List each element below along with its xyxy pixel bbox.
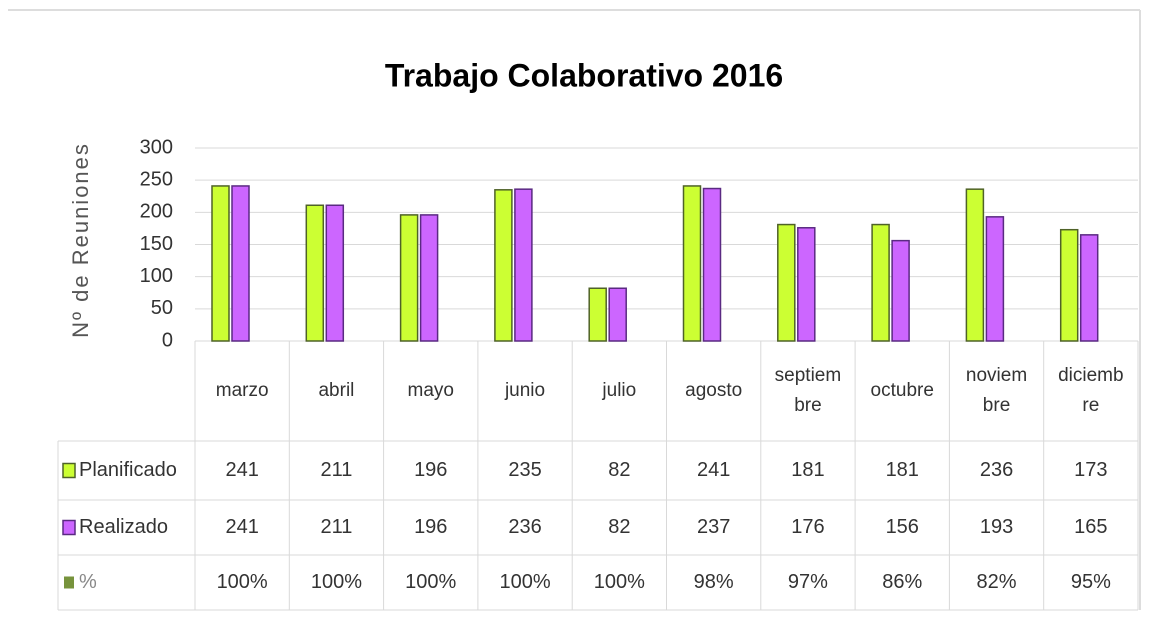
category-cell: julio [602,379,637,401]
table-value: 211 [321,459,353,481]
bar [588,287,607,342]
y-tick-label: 0 [162,329,173,351]
chart-title: Trabajo Colaborativo 2016 [385,57,783,93]
x-tick-label: julio [602,379,637,401]
table-value: 165 [1074,516,1107,538]
legend-label: % [79,571,97,593]
bar [231,185,250,342]
table-value: 82 [608,516,630,538]
x-tick-label: mayo [407,379,454,401]
bar [682,185,702,342]
category-cell: diciembre [1058,364,1124,416]
bar [494,189,513,342]
y-tick-label: 100 [140,265,173,287]
legend-label: Realizado [79,516,168,538]
bar [325,204,345,342]
x-tick-label: agosto [685,379,743,401]
x-tick-label: junio [504,379,546,401]
table-value: 241 [225,516,258,538]
bar [985,216,1005,342]
bar [871,223,890,342]
y-tick-label: 50 [151,297,173,319]
bar [777,223,796,342]
table-value: 211 [321,516,353,538]
table-value: 181 [886,459,919,481]
category-cell: octubre [870,379,934,401]
x-tick-label: octubre [870,379,934,401]
table-value: 237 [697,516,730,538]
table-value: 98% [694,571,734,593]
bar [1059,228,1079,342]
category-cell: abril [318,379,355,401]
bar [702,187,722,342]
legend-label: Planificado [79,459,177,481]
x-tick-label: abril [318,379,355,401]
table-value: 156 [886,516,919,538]
y-axis-label: Nº de Reuniones [68,142,93,338]
x-tick-label: diciembre [1058,364,1124,416]
table-value: 97% [788,571,828,593]
x-tick-label: marzo [215,379,269,401]
table-value: 100% [405,571,456,593]
table-value: 100% [499,571,550,593]
y-tick-label: 200 [140,201,173,223]
bar [797,227,816,342]
legend-swatch [64,576,74,589]
table-value: 241 [225,459,258,481]
table-value: 236 [508,516,541,538]
table-value: 95% [1071,571,1111,593]
y-tick-label: 150 [140,233,173,255]
table-value: 196 [414,459,447,481]
y-tick-label: 300 [140,136,173,158]
bar [305,204,325,342]
table-value: 235 [508,459,541,481]
table-value: 100% [217,571,268,593]
table-value: 82 [608,459,630,481]
table-value: 100% [594,571,645,593]
category-cell: marzo [215,379,269,401]
bar [399,214,419,342]
legend-swatch [62,519,76,536]
category-cell: septiembre [774,364,842,416]
table-value: 193 [980,516,1013,538]
legend-swatch [62,462,76,479]
bar [965,188,985,342]
bar [891,239,910,342]
table-value: 241 [697,459,730,481]
bar [514,188,533,342]
category-cell: agosto [685,379,743,401]
y-tick-label: 250 [140,168,173,190]
bar [608,287,627,342]
table-value: 196 [414,516,447,538]
table-value: 100% [311,571,362,593]
bar [419,214,439,342]
x-tick-label: noviembre [965,364,1028,416]
bar [211,185,230,342]
bar [1079,234,1099,342]
category-cell: noviembre [965,364,1028,416]
x-tick-label: septiembre [774,364,842,416]
table-value: 181 [791,459,824,481]
table-value: 236 [980,459,1013,481]
table-value: 176 [791,516,824,538]
category-cell: junio [504,379,546,401]
table-value: 86% [882,571,922,593]
category-cell: mayo [407,379,454,401]
table-value: 82% [977,571,1017,593]
table-value: 173 [1074,459,1107,481]
